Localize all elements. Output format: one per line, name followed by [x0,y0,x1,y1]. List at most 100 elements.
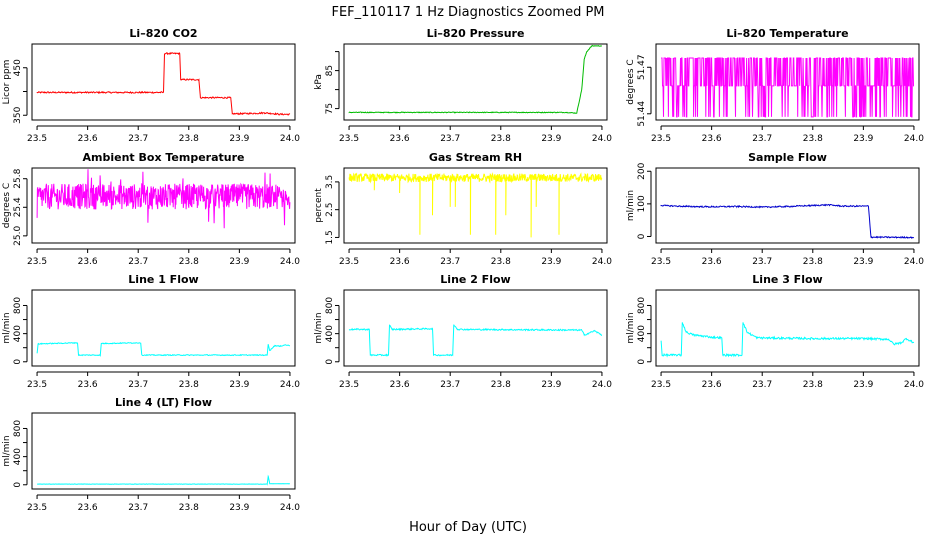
figure-title: FEF_110117 1 Hz Diagnostics Zoomed PM [331,5,604,20]
panel-sample: Sample Flow ml/min 23.5 23.6 23.7 23.8 23.9 24.… [626,151,924,267]
panel-line4: Line 4 (LT) Flow ml/min 23.5 23.6 23.7 23.8 23… [2,396,300,513]
y-tick-label: 200 [637,162,647,179]
x-tick-label: 24.0 [592,380,612,390]
y-tick-label: 25.0 [13,226,23,246]
y-tick-label: 100 [637,195,647,212]
x-tick-label: 23.6 [390,134,410,144]
series-line-line1 [36,341,290,357]
x-tick-label: 23.7 [128,380,148,390]
x-tick-label: 24.0 [280,503,300,513]
plot-frame [655,289,920,367]
y-tick-label: 25.8 [13,168,23,188]
x-tick-label: 23.6 [390,257,410,267]
y-tick-label: 0 [13,359,23,365]
y-tick-label: 75 [325,103,335,114]
x-tick-label: 23.9 [541,257,561,267]
y-tick-label: 0 [325,359,335,365]
panel-li_temp: Li–820 Temperature degrees C 23.5 23.6 23.7 2… [626,27,924,144]
panel-line1: Line 1 Flow ml/min 23.5 23.6 23.7 23.8 23.9 24.… [2,273,300,390]
x-tick-label: 23.5 [651,134,671,144]
x-tick-label: 23.7 [128,134,148,144]
y-tick-label: 3.5 [325,175,335,189]
x-tick-label: 24.0 [592,257,612,267]
panel-rh: Gas Stream RH percent 23.5 23.6 23.7 23.8 23.9… [314,151,612,267]
plot-frame [343,167,608,244]
x-tick-label: 23.8 [179,134,199,144]
x-tick-label: 23.8 [179,257,199,267]
panel-title: Ambient Box Temperature [83,151,245,164]
y-axis-label: kPa [314,74,324,90]
x-tick-label: 23.7 [440,134,460,144]
series-line-ambient [36,169,291,229]
x-tick-label: 23.7 [128,257,148,267]
y-tick-label: 400 [13,448,23,465]
x-tick-label: 23.5 [27,134,47,144]
panel-pressure: Li–820 Pressure kPa 23.5 23.6 23.7 23.8 23.9 24… [314,27,612,144]
x-tick-label: 23.5 [27,257,47,267]
y-tick-label: 800 [13,420,23,437]
y-tick-label: 800 [637,297,647,314]
x-tick-label: 23.9 [229,380,249,390]
y-tick-label: 450 [13,59,23,76]
x-tick-label: 23.8 [179,380,199,390]
y-tick-label: 0 [13,482,23,488]
x-tick-label: 23.7 [752,134,772,144]
y-tick-label: 0 [637,359,647,365]
x-tick-label: 23.8 [803,257,823,267]
y-tick-label: 350 [13,106,23,123]
panel-title: Line 2 Flow [440,273,510,286]
x-tick-label: 23.9 [229,257,249,267]
x-tick-label: 23.8 [491,134,511,144]
x-tick-label: 23.5 [27,503,47,513]
plot-frame [655,43,920,121]
x-tick-label: 23.8 [803,380,823,390]
x-tick-label: 23.9 [853,257,873,267]
plot-frame [31,289,296,367]
x-tick-label: 23.7 [752,257,772,267]
panel-title: Li–820 Temperature [726,27,848,40]
y-tick-label: 0 [637,233,647,239]
x-tick-label: 23.7 [440,257,460,267]
x-tick-label: 23.5 [27,380,47,390]
y-axis-label: degrees C [626,59,636,104]
panel-title: Line 1 Flow [128,273,198,286]
panel-line2: Line 2 Flow ml/min 23.5 23.6 23.7 23.8 23.9 24.… [314,273,612,390]
x-tick-label: 23.7 [128,503,148,513]
panel-line3: Line 3 Flow ml/min 23.5 23.6 23.7 23.8 23.9 24.… [626,273,924,390]
plot-frame [343,289,608,367]
plot-frame [31,412,296,490]
x-tick-label: 23.6 [702,257,722,267]
panel-title: Line 4 (LT) Flow [115,396,212,409]
x-tick-label: 23.7 [752,380,772,390]
y-tick-label: 25.4 [13,197,23,217]
x-tick-label: 23.6 [78,380,98,390]
plot-frame [31,167,296,244]
x-tick-label: 24.0 [280,257,300,267]
y-tick-label: 2.5 [325,203,335,217]
panel-co2: Li–820 CO2 Licor ppm 23.5 23.6 23.7 23.8 23.9 2… [2,27,300,144]
x-tick-label: 24.0 [904,380,924,390]
x-tick-label: 23.6 [78,134,98,144]
x-tick-label: 23.8 [803,134,823,144]
y-tick-label: 1.5 [325,230,335,244]
x-tick-label: 23.9 [853,134,873,144]
x-tick-label: 23.6 [702,134,722,144]
panel-title: Sample Flow [748,151,827,164]
x-tick-label: 24.0 [904,257,924,267]
series-line-sample [660,203,914,239]
x-tick-label: 23.9 [541,380,561,390]
y-axis-label: Licor ppm [2,60,12,105]
x-tick-label: 23.8 [491,257,511,267]
x-tick-label: 24.0 [904,134,924,144]
y-axis-label: degrees C [2,183,12,228]
panel-title: Li–820 Pressure [427,27,525,40]
panel-title: Li–820 CO2 [129,27,197,40]
series-line-line3 [660,322,915,358]
y-tick-label: 400 [325,325,335,342]
plot-frame [655,167,920,244]
y-axis-label: percent [314,188,324,223]
y-tick-label: 800 [325,297,335,314]
panel-ambient: Ambient Box Temperature degrees C 23.5 23.6… [2,151,300,267]
series-line-line4 [37,474,290,486]
panel-title: Line 3 Flow [752,273,822,286]
